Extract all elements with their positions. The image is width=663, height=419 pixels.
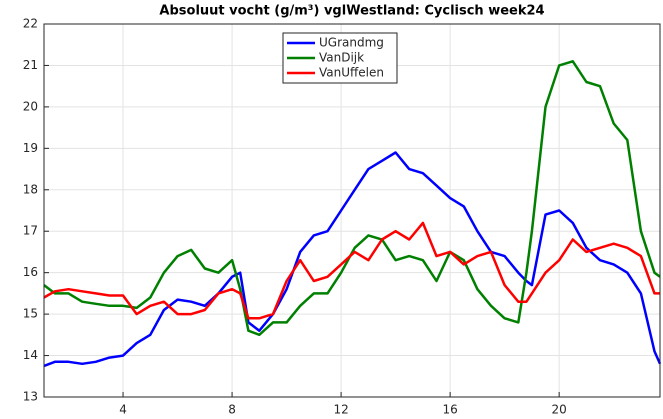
- y-tick-label: 17: [23, 224, 38, 238]
- y-tick-label: 21: [23, 58, 38, 72]
- y-tick-label: 22: [23, 17, 38, 31]
- chart-title: Absoluut vocht (g/m³) vglWestland: Cycli…: [159, 4, 544, 19]
- y-tick-label: 19: [23, 141, 38, 155]
- x-tick-label: 8: [228, 403, 236, 417]
- y-tick-label: 18: [23, 182, 38, 196]
- y-tick-label: 13: [23, 390, 38, 404]
- legend-label: UGrandmg: [319, 36, 384, 50]
- x-tick-label: 12: [333, 403, 348, 417]
- plot-frame: [43, 23, 661, 398]
- y-tick-label: 16: [23, 265, 38, 279]
- legend-label: VanUffelen: [319, 66, 384, 80]
- series-line: [43, 221, 660, 320]
- x-tick-label: 20: [552, 403, 567, 417]
- x-tick-label: 16: [442, 403, 457, 417]
- series-line: [43, 151, 662, 368]
- x-tick-label: 4: [119, 403, 127, 417]
- legend-label: VanDijk: [319, 51, 364, 65]
- y-tick-label: 14: [23, 348, 38, 362]
- y-tick-label: 20: [23, 99, 38, 113]
- series-line: [43, 60, 661, 337]
- y-tick-label: 15: [23, 307, 38, 321]
